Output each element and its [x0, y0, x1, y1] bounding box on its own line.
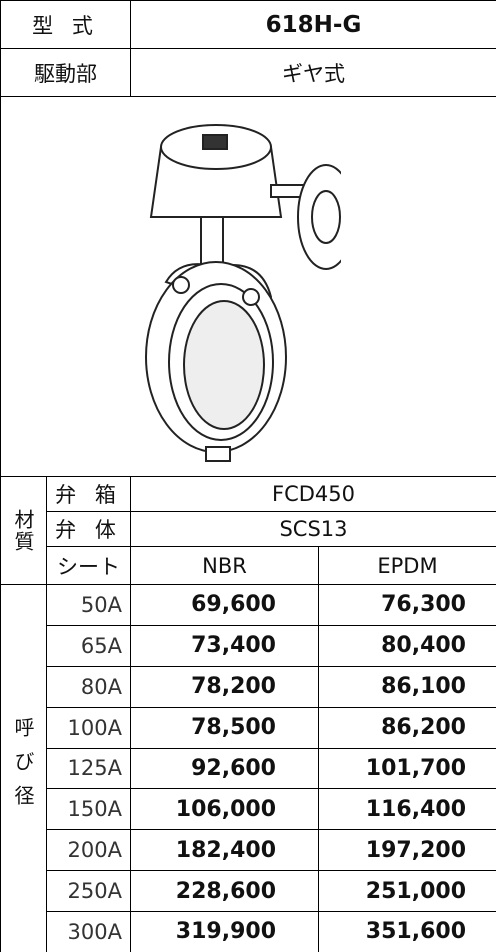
price-epdm: 197,200 [318, 829, 496, 872]
bolt-hole [242, 287, 260, 306]
row: 300A 319,900 351,600 [1, 911, 496, 952]
material-value: SCS13 [130, 511, 496, 547]
size: 65A [46, 624, 131, 667]
drive: ギヤ式 [130, 48, 496, 97]
size: 100A [46, 706, 131, 749]
price-epdm: 251,000 [318, 870, 496, 912]
price-epdm: 80,400 [318, 624, 496, 667]
bolt-hole [172, 275, 190, 294]
price-nbr: 228,600 [130, 870, 319, 912]
size: 125A [46, 747, 131, 790]
price-nbr: 182,400 [130, 829, 319, 872]
neck [200, 215, 224, 268]
price-epdm: 116,400 [318, 788, 496, 831]
indicator [202, 133, 228, 150]
price-epdm: 351,600 [318, 911, 496, 952]
price-nbr: 69,600 [130, 584, 319, 626]
price-nbr: 78,200 [130, 665, 319, 708]
row: 弁 体 SCS13 [1, 511, 496, 547]
size: 150A [46, 788, 131, 831]
model-label: 型 式 [0, 0, 131, 49]
seat: EPDM [318, 546, 496, 585]
price-epdm: 86,100 [318, 665, 496, 708]
price-nbr: 319,900 [130, 911, 319, 952]
size: 50A [46, 584, 131, 626]
material-value: FCD450 [130, 476, 496, 512]
price-epdm: 76,300 [318, 584, 496, 626]
row: 型 式 618H-G [0, 0, 496, 49]
size: 250A [46, 870, 131, 912]
model: 618H-G [130, 0, 496, 49]
seat: NBR [130, 546, 319, 585]
row: 250A 228,600 251,000 [1, 870, 496, 912]
size: 300A [46, 911, 131, 952]
row: 80A 78,200 86,100 [1, 665, 496, 708]
material-label: 材質 [0, 476, 47, 585]
row: シート NBR EPDM [1, 546, 496, 585]
price-nbr: 92,600 [130, 747, 319, 790]
price-nbr: 106,000 [130, 788, 319, 831]
bottom-stem [205, 445, 231, 462]
row: 100A 78,500 86,200 [1, 706, 496, 749]
row [0, 96, 496, 477]
size: 200A [46, 829, 131, 872]
row: 駆動部 ギヤ式 [0, 48, 496, 97]
row: 呼び径 50A 69,600 76,300 [0, 584, 496, 952]
price-epdm: 86,200 [318, 706, 496, 749]
valve-disc [183, 299, 265, 430]
price-epdm: 101,700 [318, 747, 496, 790]
size-label: 呼び径 [0, 584, 47, 952]
valve-illustration [145, 123, 341, 462]
material-name: 弁 箱 [46, 476, 131, 512]
handwheel-hub [311, 189, 341, 244]
row: 65A 73,400 80,400 [1, 624, 496, 667]
seat-label: シート [46, 546, 131, 585]
row: 200A 182,400 197,200 [1, 829, 496, 872]
price-nbr: 78,500 [130, 706, 319, 749]
row: 材質 弁 箱 FCD450 [0, 476, 496, 585]
price-nbr: 73,400 [130, 624, 319, 667]
material-name: 弁 体 [46, 511, 131, 547]
image-cell [0, 96, 496, 477]
drive-label: 駆動部 [0, 48, 131, 97]
row: 150A 106,000 116,400 [1, 788, 496, 831]
row: 125A 92,600 101,700 [1, 747, 496, 790]
size: 80A [46, 665, 131, 708]
